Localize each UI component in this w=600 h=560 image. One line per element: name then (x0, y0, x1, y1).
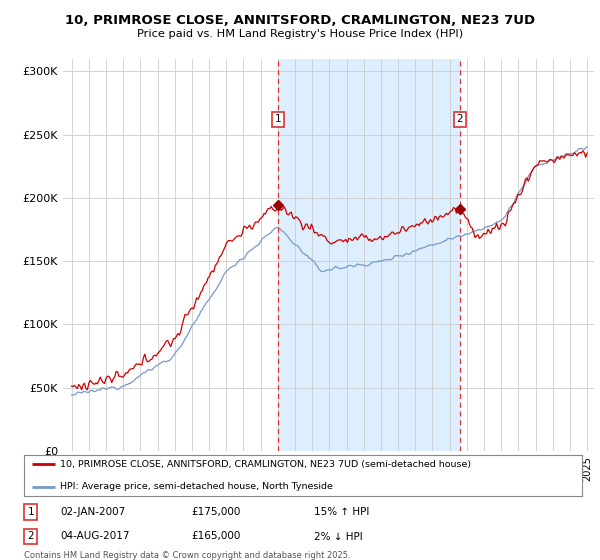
Text: 1: 1 (28, 507, 34, 517)
Text: 1: 1 (274, 114, 281, 124)
Text: HPI: Average price, semi-detached house, North Tyneside: HPI: Average price, semi-detached house,… (60, 482, 333, 491)
Text: £165,000: £165,000 (191, 531, 241, 542)
Text: 15% ↑ HPI: 15% ↑ HPI (314, 507, 370, 517)
Text: £175,000: £175,000 (191, 507, 241, 517)
Text: 04-AUG-2017: 04-AUG-2017 (60, 531, 130, 542)
Text: Contains HM Land Registry data © Crown copyright and database right 2025.
This d: Contains HM Land Registry data © Crown c… (24, 551, 350, 560)
Text: Price paid vs. HM Land Registry's House Price Index (HPI): Price paid vs. HM Land Registry's House … (137, 29, 463, 39)
Text: 02-JAN-2007: 02-JAN-2007 (60, 507, 125, 517)
Text: 10, PRIMROSE CLOSE, ANNITSFORD, CRAMLINGTON, NE23 7UD: 10, PRIMROSE CLOSE, ANNITSFORD, CRAMLING… (65, 14, 535, 27)
Text: 2% ↓ HPI: 2% ↓ HPI (314, 531, 363, 542)
Text: 2: 2 (28, 531, 34, 542)
Bar (278, 59, 460, 451)
Text: 2: 2 (457, 114, 463, 124)
Text: 10, PRIMROSE CLOSE, ANNITSFORD, CRAMLINGTON, NE23 7UD (semi-detached house): 10, PRIMROSE CLOSE, ANNITSFORD, CRAMLING… (60, 460, 472, 469)
